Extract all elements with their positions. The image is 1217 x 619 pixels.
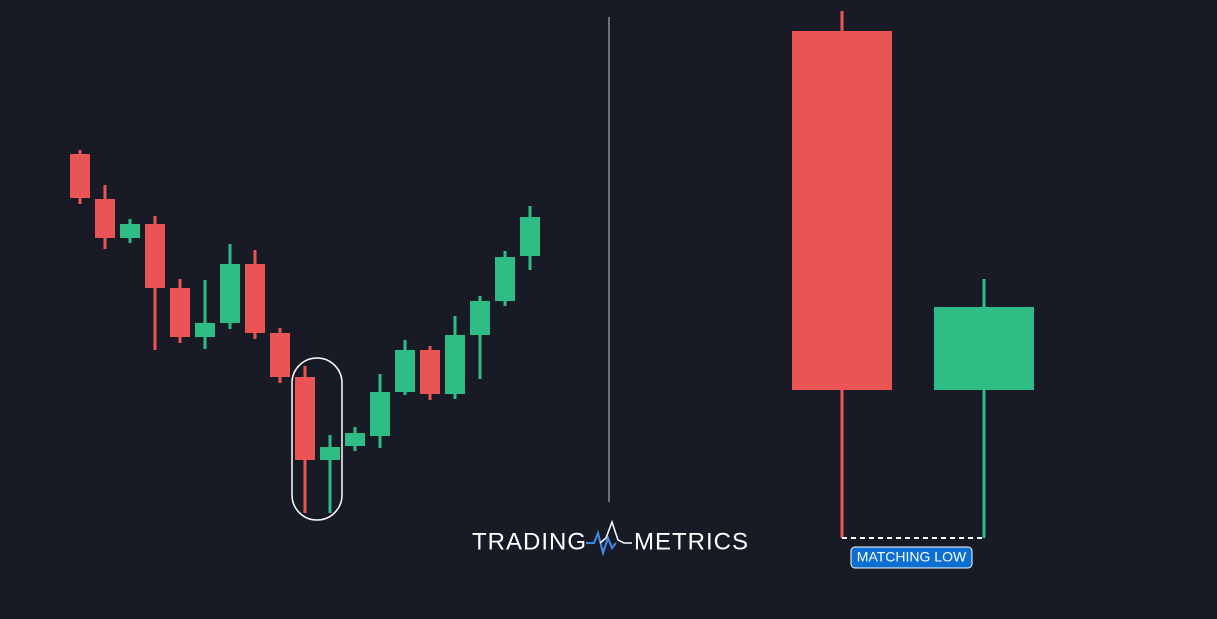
tag-label: MATCHING LOW (857, 549, 967, 565)
candles-zoom: MATCHING LOW (792, 11, 1034, 569)
candle-body (70, 154, 90, 198)
logo: TRADING METRICS (472, 519, 749, 557)
candle-body (934, 307, 1034, 390)
logo-wave (599, 519, 632, 544)
candle-body (245, 264, 265, 333)
candle-body (145, 224, 165, 288)
candle-body (395, 350, 415, 392)
candle-body (195, 323, 215, 337)
highlight-ring (291, 357, 343, 521)
candle-body (420, 350, 440, 394)
candle-body (520, 217, 540, 256)
candle-body (220, 264, 240, 323)
candle-body (345, 433, 365, 446)
candle-body (445, 335, 465, 394)
candle-body (95, 199, 115, 238)
tag-box (850, 546, 973, 569)
candle-body (792, 31, 892, 390)
candle-body (170, 288, 190, 337)
candle-body (120, 224, 140, 238)
candle-body (295, 377, 315, 460)
candle-body (270, 333, 290, 377)
candle-body (370, 392, 390, 436)
candle-body (470, 301, 490, 335)
logo-wave (586, 529, 617, 557)
candle-body (320, 447, 340, 460)
candle-body (495, 257, 515, 301)
logo-right: METRICS (634, 528, 749, 555)
candles-left (70, 150, 540, 513)
logo-left: TRADING (472, 528, 587, 555)
